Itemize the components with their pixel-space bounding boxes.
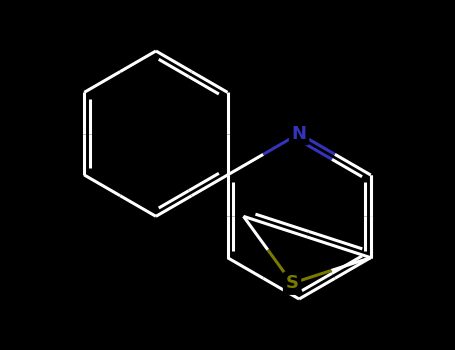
Text: N: N xyxy=(292,125,307,143)
Text: S: S xyxy=(286,274,298,292)
